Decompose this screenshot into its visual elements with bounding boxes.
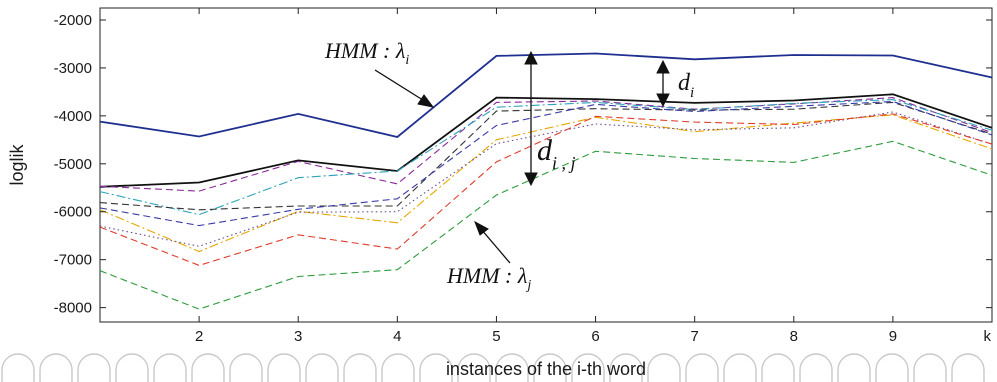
watermark-glyph: [875, 353, 909, 382]
x-tick-label: 9: [889, 328, 897, 345]
watermark-glyph: [685, 353, 719, 382]
x-axis: 2 3 4 5 6 7 8 9 k: [195, 8, 993, 345]
watermark-glyph: [761, 353, 795, 382]
series-line-5: [99, 101, 993, 211]
annotation-d-i: di: [678, 70, 694, 101]
watermark-glyph: [951, 353, 985, 382]
y-tick-label: -5000: [54, 156, 92, 173]
annotation-hmm-j-label: HMM : λ: [446, 263, 527, 288]
watermark-glyph: [799, 353, 833, 382]
series-line-10: [99, 140, 993, 310]
x-tick-label: 5: [492, 328, 500, 345]
watermark-glyph: [457, 353, 491, 382]
annotation-d-ij-sub: i , j: [552, 153, 576, 173]
arrow-hmm-j: [474, 220, 511, 264]
x-tick-label: 6: [591, 328, 599, 345]
series-line-8: [99, 111, 993, 247]
series-line-6: [99, 100, 993, 227]
watermark-glyph: [305, 353, 339, 382]
x-tick-label: 4: [393, 328, 401, 345]
annotation-hmm-j-sub: j: [525, 278, 531, 293]
series-layer: [99, 52, 993, 310]
watermark-glyph: [381, 353, 415, 382]
watermark-glyph: [419, 353, 453, 382]
x-tick-label: 8: [790, 328, 798, 345]
x-tick-label: 2: [195, 328, 203, 345]
plot-area: [99, 7, 993, 323]
watermark-pattern: [1, 353, 985, 382]
series-line-7: [99, 114, 993, 253]
x-tick-label: 3: [294, 328, 302, 345]
watermark-glyph: [723, 353, 757, 382]
y-tick-label: -3000: [54, 60, 92, 77]
series-line-1: [99, 52, 993, 138]
arrow-d-i: [656, 59, 670, 108]
annotation-d-i-label: d: [678, 70, 691, 96]
annotation-hmm-i: HMM : λi: [324, 38, 409, 68]
annotation-d-ij: di , j: [537, 134, 576, 173]
watermark-glyph: [647, 353, 681, 382]
watermark-glyph: [533, 353, 567, 382]
x-axis-title: instances of the i-th word: [446, 359, 646, 379]
watermark-glyph: [913, 353, 947, 382]
arrow-hmm-i: [374, 69, 435, 108]
series-line-2: [99, 93, 993, 188]
watermark-glyph: [153, 353, 187, 382]
watermark-glyph: [837, 353, 871, 382]
y-axis-title: loglik: [7, 143, 27, 185]
svg-text:di: di: [678, 70, 694, 101]
annotation-d-i-sub: i: [690, 85, 694, 101]
svg-text:HMM : λi: HMM : λi: [324, 38, 409, 68]
watermark-glyph: [77, 353, 111, 382]
y-axis: -2000 -3000 -4000 -5000 -6000 -7000 -8000: [54, 12, 992, 317]
watermark-glyph: [609, 353, 643, 382]
x-tick-label: k: [984, 328, 992, 345]
y-tick-label: -7000: [54, 252, 92, 269]
watermark-glyph: [267, 353, 301, 382]
arrow-d-ij: [524, 50, 538, 187]
y-tick-label: -4000: [54, 108, 92, 125]
svg-text:di , j: di , j: [537, 134, 576, 173]
x-tick-label: 7: [690, 328, 698, 345]
y-tick-label: -6000: [54, 204, 92, 221]
series-line-9: [99, 113, 993, 266]
annotation-hmm-i-sub: i: [405, 53, 409, 68]
watermark-glyph: [191, 353, 225, 382]
series-line-4: [99, 99, 993, 216]
annotation-hmm-i-label: HMM : λ: [324, 38, 405, 63]
annotation-hmm-j: HMM : λj: [446, 263, 531, 293]
watermark-glyph: [343, 353, 377, 382]
y-tick-label: -2000: [54, 12, 92, 29]
watermark-glyph: [571, 353, 605, 382]
watermark-glyph: [39, 353, 73, 382]
watermark-glyph: [495, 353, 529, 382]
watermark-glyph: [229, 353, 263, 382]
watermark-glyph: [115, 353, 149, 382]
y-tick-label: -8000: [54, 300, 92, 317]
svg-text:HMM : λj: HMM : λj: [446, 263, 531, 293]
watermark-glyph: [1, 353, 35, 382]
annotation-d-ij-label: d: [537, 134, 553, 167]
